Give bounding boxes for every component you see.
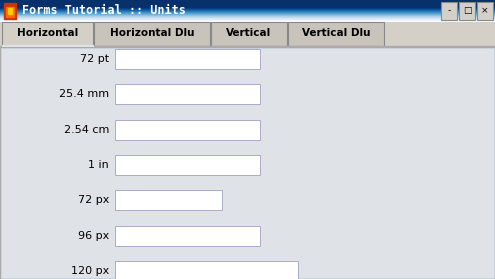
Text: Vertical: Vertical — [226, 28, 272, 39]
Bar — [115, 261, 298, 279]
Text: 120 px: 120 px — [71, 266, 109, 276]
Bar — [2, 22, 93, 46]
Bar — [288, 22, 384, 46]
Bar — [115, 120, 260, 140]
Bar — [4, 3, 16, 19]
Text: 96 px: 96 px — [78, 231, 109, 241]
Bar — [459, 2, 475, 20]
Bar — [2, 45, 93, 47]
Bar — [6, 7, 14, 17]
Bar — [0, 46, 495, 47]
Bar — [115, 190, 222, 210]
Bar — [8, 8, 12, 14]
Text: ×: × — [481, 6, 489, 16]
Text: 1 in: 1 in — [88, 160, 109, 170]
Text: □: □ — [463, 6, 471, 16]
Bar — [115, 155, 260, 175]
Bar — [115, 84, 260, 104]
Text: -: - — [447, 6, 450, 16]
Text: Vertical Dlu: Vertical Dlu — [302, 28, 370, 39]
Text: Horizontal Dlu: Horizontal Dlu — [110, 28, 194, 39]
Text: Forms Tutorial :: Units: Forms Tutorial :: Units — [22, 4, 186, 18]
Text: 2.54 cm: 2.54 cm — [64, 125, 109, 135]
Bar — [115, 49, 260, 69]
Bar — [477, 2, 493, 20]
Text: 25.4 mm: 25.4 mm — [59, 89, 109, 99]
Bar — [211, 22, 287, 46]
Text: Horizontal: Horizontal — [17, 28, 78, 39]
Text: 72 px: 72 px — [78, 195, 109, 205]
Bar — [115, 226, 260, 246]
Bar — [441, 2, 457, 20]
Bar — [94, 22, 210, 46]
Text: 72 pt: 72 pt — [80, 54, 109, 64]
